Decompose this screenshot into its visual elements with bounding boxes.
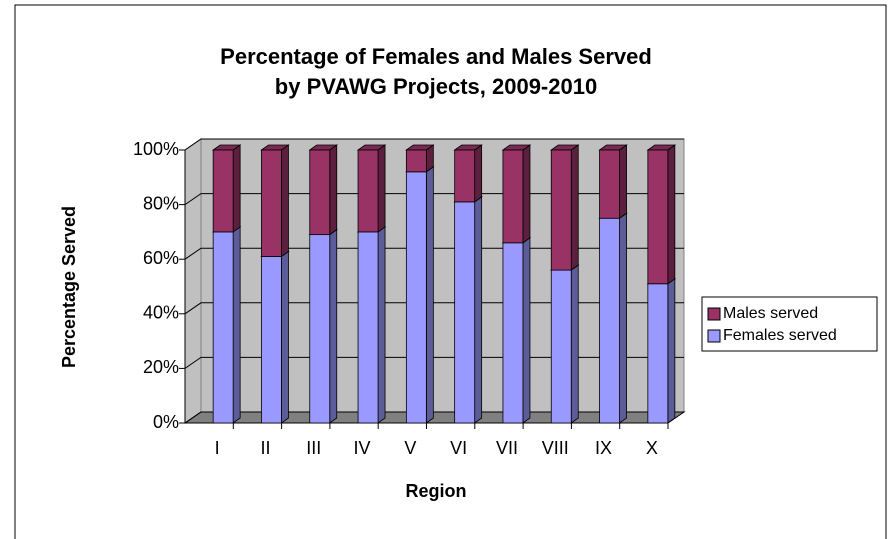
bar-face — [619, 212, 627, 424]
bar-face — [357, 149, 379, 233]
grid-line — [184, 138, 684, 151]
bar — [501, 144, 532, 244]
bar — [211, 226, 242, 424]
bar-face — [667, 277, 676, 424]
side-wall — [184, 138, 202, 424]
bar — [405, 166, 435, 424]
bar — [260, 250, 290, 424]
x-tick-label: VII — [496, 438, 518, 458]
legend-swatch — [707, 329, 721, 343]
x-tick-label: III — [306, 438, 321, 458]
bar-face — [647, 149, 669, 285]
bar — [453, 144, 483, 203]
bar-face — [599, 217, 620, 424]
bar-face — [454, 201, 476, 424]
bar-face — [261, 149, 282, 257]
bar-face — [570, 264, 579, 424]
bar-face — [281, 144, 289, 258]
y-axis-title: Percentage Served — [59, 206, 79, 368]
y-tick-label: 0% — [153, 412, 179, 432]
bar-face — [522, 144, 531, 244]
bar — [211, 144, 242, 233]
bar-face — [599, 149, 620, 219]
bar-face — [550, 149, 572, 271]
x-tick-label: IV — [354, 438, 371, 458]
bar-face — [454, 149, 476, 203]
bar-face — [405, 171, 427, 424]
bar-face — [570, 144, 579, 271]
bar-face — [309, 149, 331, 236]
chart-title: Percentage of Females and Males Served — [220, 44, 652, 69]
bar-face — [550, 269, 572, 424]
y-tick-label: 100% — [133, 139, 179, 159]
x-tick-label: IX — [595, 438, 612, 458]
bar-face — [212, 149, 234, 233]
chart-frame — [14, 4, 887, 539]
bar — [598, 144, 628, 220]
bar-face — [619, 144, 627, 220]
y-tick-label: 80% — [143, 193, 179, 213]
y-tick-label: 20% — [143, 357, 179, 377]
bar-face — [261, 256, 282, 424]
bar-face — [309, 234, 331, 424]
x-tick-label: II — [260, 438, 270, 458]
bar — [356, 144, 387, 233]
bar-face — [405, 149, 427, 173]
y-tick-label: 40% — [143, 303, 179, 323]
bar-face — [232, 226, 241, 424]
x-tick-label: VIII — [542, 438, 569, 458]
x-tick-label: V — [404, 438, 416, 458]
bar-face — [329, 228, 338, 424]
bar-face — [502, 149, 524, 244]
bar-face — [522, 237, 531, 424]
bar-face — [232, 144, 241, 233]
legend-label: Females served — [723, 327, 837, 344]
legend-swatch — [707, 307, 721, 321]
bar — [501, 237, 532, 424]
bar-face — [377, 226, 386, 424]
bar — [550, 144, 580, 271]
bar-face — [667, 144, 676, 285]
x-tick-label: I — [215, 438, 220, 458]
bar — [550, 264, 580, 424]
y-tick-label: 60% — [143, 248, 179, 268]
bar-face — [474, 144, 483, 203]
bar-face — [281, 250, 289, 424]
legend-label: Males served — [723, 305, 818, 322]
bar-face — [474, 196, 483, 424]
bar-face — [329, 144, 338, 236]
bar — [598, 212, 628, 424]
bar-face — [647, 283, 669, 424]
bar — [646, 277, 677, 424]
bar — [308, 144, 338, 236]
x-tick-label: X — [646, 438, 658, 458]
x-tick-label: VI — [450, 438, 467, 458]
x-axis-title: Region — [406, 481, 467, 501]
bar — [260, 144, 290, 258]
bar-face — [425, 166, 434, 424]
bar-face — [377, 144, 386, 233]
bar-face — [212, 231, 234, 424]
bar — [356, 226, 387, 424]
legend-box — [701, 296, 878, 352]
bar — [308, 228, 338, 424]
bar — [646, 144, 677, 285]
bar-face — [502, 242, 524, 424]
bar — [453, 196, 483, 424]
bar — [405, 144, 435, 173]
chart-title: by PVAWG Projects, 2009-2010 — [275, 74, 597, 99]
bar-face — [357, 231, 379, 424]
